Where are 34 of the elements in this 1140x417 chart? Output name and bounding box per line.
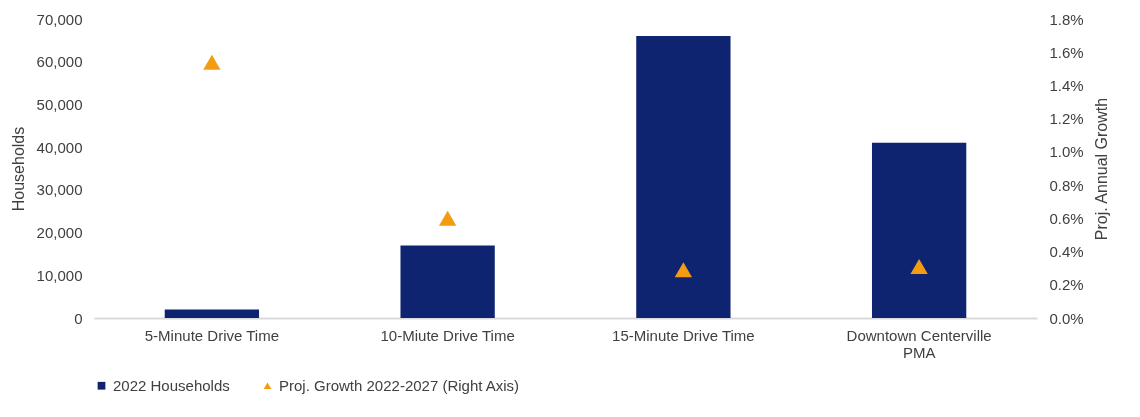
y2-tick-label: 1.8% — [1049, 10, 1084, 28]
y-axis-title: Households — [9, 126, 27, 212]
y2-tick-label: 1.0% — [1049, 143, 1084, 161]
legend-label: 2022 Households — [113, 376, 230, 394]
y2-tick-label: 0.8% — [1049, 176, 1084, 194]
y-tick-label: 70,000 — [36, 10, 83, 28]
y2-tick-label: 0.6% — [1049, 209, 1084, 227]
bar — [871, 142, 967, 318]
y2-tick-label: 1.6% — [1049, 43, 1084, 61]
point — [438, 210, 457, 226]
y2-tick-label: 0.4% — [1049, 243, 1084, 261]
bar — [636, 36, 731, 318]
y2-tick-label: 1.4% — [1049, 76, 1084, 94]
x-tick-label: 15-Minute Drive Time — [612, 326, 755, 344]
y2-axis-title: Proj. Annual Growth — [1092, 97, 1110, 241]
y-tick-label: 60,000 — [36, 53, 83, 71]
x-tick-label: Downtown Centerville PMA — [846, 326, 992, 361]
point — [674, 262, 693, 278]
y-tick-label: 10,000 — [36, 266, 83, 284]
point — [203, 54, 221, 70]
y2-tick-label: 0.0% — [1049, 309, 1084, 327]
y-tick-label: 50,000 — [36, 95, 83, 113]
y-tick-label: 40,000 — [36, 138, 83, 156]
y-tick-label: 30,000 — [36, 181, 83, 199]
y-tick-label: 0 — [74, 309, 83, 327]
x-tick-label: 10-Miute Drive Time — [380, 326, 515, 344]
y-tick-label: 20,000 — [36, 224, 83, 242]
x-tick-label: 5-Minute Drive Time — [144, 326, 279, 344]
bar — [400, 245, 495, 318]
legend-label: Proj. Growth 2022-2027 (Right Axis) — [279, 376, 520, 394]
y2-tick-label: 1.2% — [1049, 110, 1084, 128]
point — [910, 259, 928, 275]
y2-tick-label: 0.2% — [1049, 276, 1084, 294]
bar — [164, 309, 260, 318]
